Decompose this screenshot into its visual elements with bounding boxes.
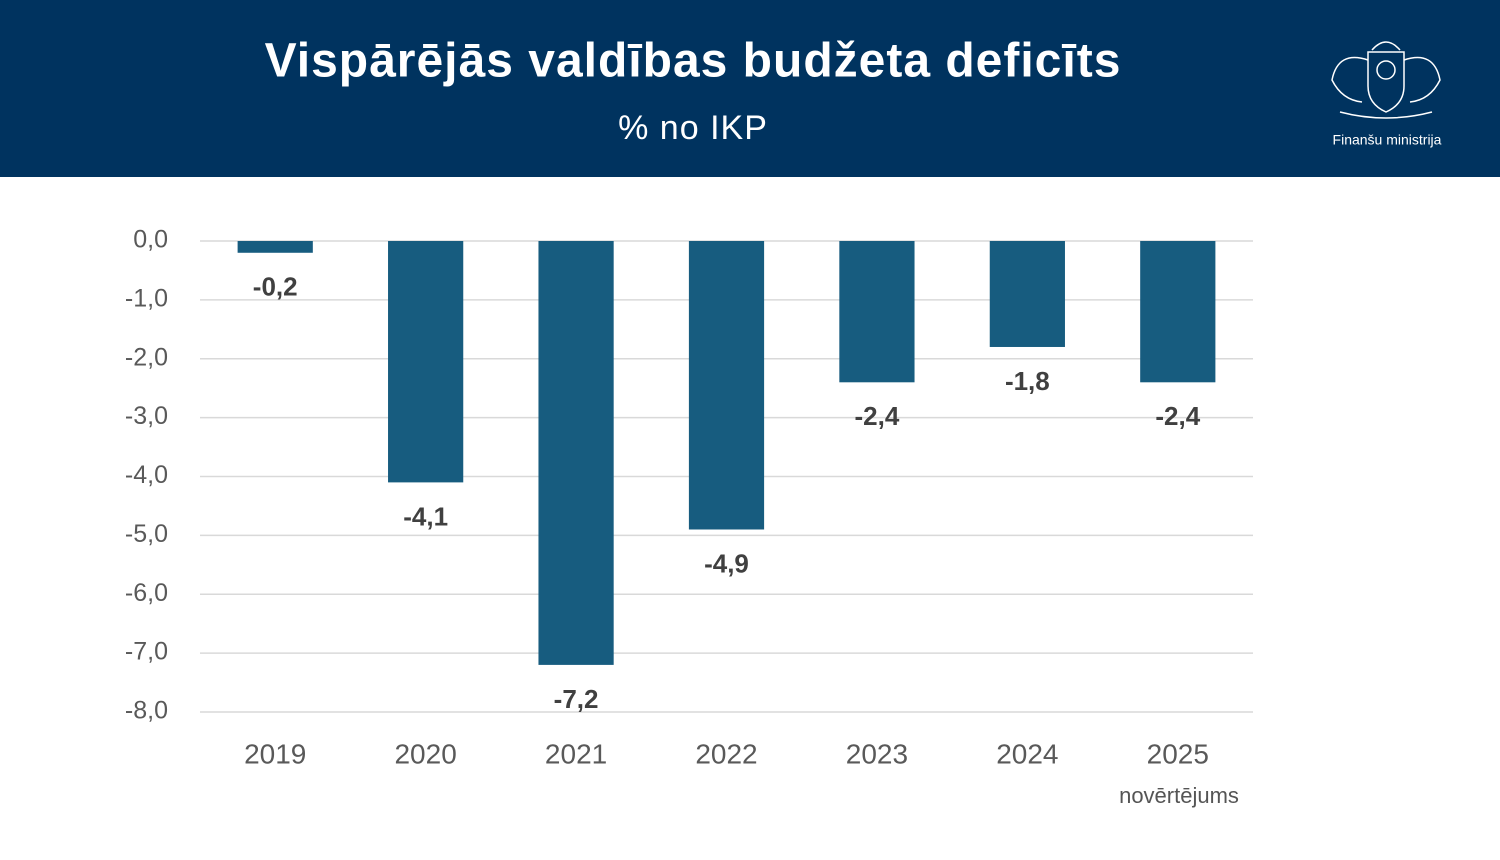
bar — [388, 241, 464, 483]
y-tick-label: 0,0 — [133, 226, 168, 254]
x-tick-label: 2025 — [1147, 738, 1209, 769]
logo-text: Finanšu ministrija — [1333, 132, 1442, 148]
value-label: -2,4 — [1155, 401, 1200, 431]
chart-title: Vispārējās valdības budžeta deficīts — [265, 35, 1122, 88]
x-tick-label: 2019 — [244, 738, 306, 769]
bar — [989, 241, 1065, 347]
value-label: -1,8 — [1005, 366, 1050, 396]
category-note: novērtējums — [1119, 783, 1239, 808]
bar — [688, 241, 765, 530]
y-tick-label: -3,0 — [125, 402, 168, 430]
logo — [1331, 41, 1441, 119]
y-tick-label: -1,0 — [125, 284, 168, 312]
value-label: -4,9 — [704, 548, 749, 578]
y-tick-label: -4,0 — [125, 461, 168, 489]
value-label: -7,2 — [554, 684, 599, 714]
y-tick-label: -5,0 — [125, 520, 168, 548]
x-tick-label: 2020 — [394, 738, 456, 769]
bar — [1140, 241, 1216, 383]
header-bar — [0, 0, 1500, 177]
bar — [839, 241, 915, 383]
x-tick-label: 2023 — [846, 738, 908, 769]
value-label: -4,1 — [403, 501, 448, 531]
y-tick-label: -8,0 — [125, 697, 168, 725]
bar — [538, 241, 614, 665]
value-label: -2,4 — [855, 401, 900, 431]
x-tick-label: 2024 — [996, 738, 1058, 769]
y-tick-label: -2,0 — [125, 343, 168, 371]
bar — [237, 241, 313, 253]
x-tick-label: 2022 — [695, 738, 757, 769]
value-label: -0,2 — [253, 272, 298, 302]
y-tick-label: -7,0 — [125, 638, 168, 666]
y-tick-label: -6,0 — [125, 579, 168, 607]
x-tick-label: 2021 — [545, 738, 607, 769]
chart-subtitle: % no IKP — [618, 109, 768, 147]
